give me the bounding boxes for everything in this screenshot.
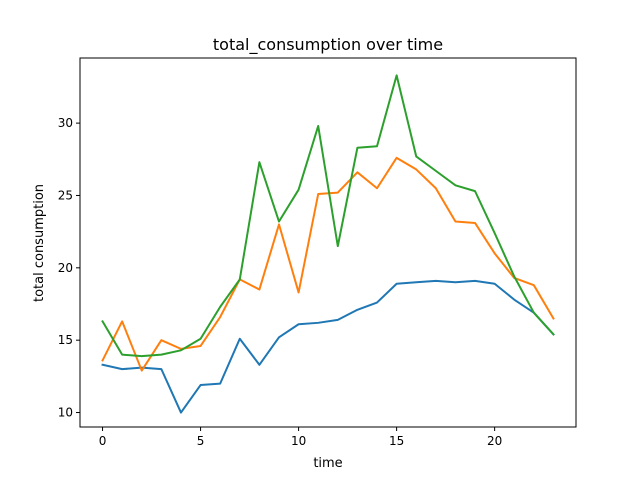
chart-title: total_consumption over time: [213, 35, 443, 55]
y-tick-label: 30: [58, 116, 73, 130]
x-tick-label: 0: [99, 434, 107, 448]
y-tick-label: 25: [58, 188, 73, 202]
y-tick-label: 10: [58, 406, 73, 420]
y-axis: 10 15 20 25 30: [58, 116, 80, 420]
y-axis-label: total consumption: [32, 184, 47, 302]
x-tick-label: 5: [197, 434, 205, 448]
plot-frame: [79, 57, 577, 428]
x-axis: 0 5 10 15 20: [99, 427, 502, 448]
series-line-1: [101, 279, 555, 414]
series-layer: [101, 74, 555, 414]
plot-area: [79, 57, 577, 428]
x-tick-label: 10: [291, 434, 306, 448]
x-tick-label: 15: [389, 434, 404, 448]
x-axis-label: time: [313, 456, 342, 471]
series-line-2: [101, 156, 555, 372]
y-tick-label: 20: [58, 261, 73, 275]
x-tick-label: 20: [487, 434, 502, 448]
y-tick-label: 15: [58, 333, 73, 347]
series-line-3: [101, 74, 555, 358]
